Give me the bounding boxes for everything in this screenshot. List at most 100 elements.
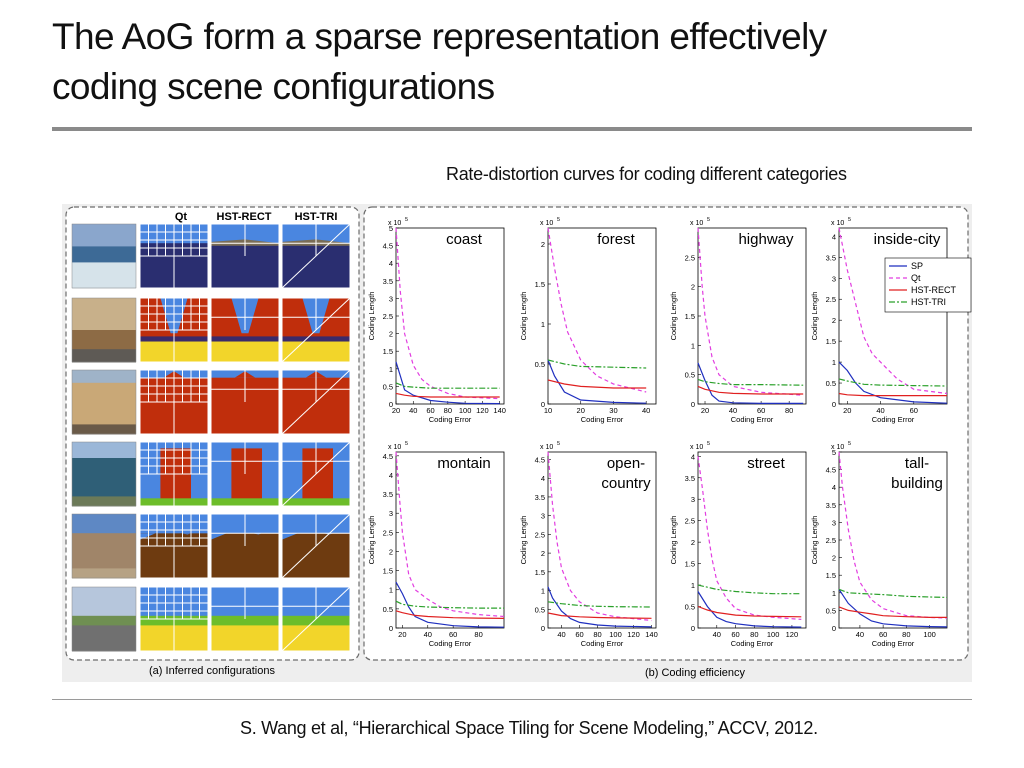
y-tick-label: 3.5 — [826, 501, 836, 510]
x-tick-label: 100 — [609, 630, 622, 639]
scene-photo-band — [72, 587, 136, 617]
y-tick-label: 1.5 — [383, 567, 393, 576]
scene-photo-band — [72, 224, 136, 247]
chart-title: montain — [437, 455, 490, 472]
x-tick-label: 40 — [424, 630, 432, 639]
x-axis-label: Coding Error — [731, 639, 774, 648]
chart-open-country: 0 0.5 1 1.5 2 2.5 3 3.5 4 4.5 40 60 80 100 120 140 x 10 5… — [519, 441, 658, 648]
x-tick-label: 80 — [474, 630, 482, 639]
x-axis-label: Coding Error — [429, 639, 472, 648]
y-tick-label: 0.5 — [535, 360, 545, 369]
scene-photo-band — [72, 514, 136, 534]
y-scale-label: x 10 — [388, 444, 401, 451]
y-scale-label: x 10 — [690, 220, 703, 227]
y-tick-label: 1 — [691, 581, 695, 590]
left-panel-caption: (a) Inferred configurations — [149, 665, 275, 677]
y-tick-label: 3.5 — [685, 474, 695, 483]
figure-caption: Rate-distortion curves for coding differ… — [446, 164, 847, 184]
y-axis-label: Coding Length — [519, 292, 528, 341]
series-line-hst-tri — [838, 588, 948, 598]
scene-photo-border — [71, 441, 137, 507]
x-tick-label: 40 — [876, 406, 884, 415]
y-tick-label: 1 — [389, 586, 393, 595]
config-row-coast — [71, 223, 351, 289]
segmentation-border — [210, 297, 280, 363]
column-header-qt: Qt — [175, 211, 188, 223]
y-tick-label: 2.5 — [826, 536, 836, 545]
y-scale-exponent: 5 — [848, 441, 851, 447]
series-line-qt — [395, 227, 500, 400]
series-line-sp — [395, 581, 505, 628]
segmentation-border — [281, 441, 351, 507]
y-tick-label: 2.5 — [685, 517, 695, 526]
y-tick-label: 2 — [832, 316, 836, 325]
series-line-sp — [395, 361, 500, 405]
chart-title: coast — [446, 231, 483, 248]
y-tick-label: 1 — [832, 589, 836, 598]
scene-photo-band — [72, 496, 136, 507]
y-tick-label: 0 — [691, 624, 695, 633]
y-tick-label: 1 — [541, 320, 545, 329]
x-tick-label: 60 — [449, 630, 457, 639]
y-scale-exponent: 5 — [405, 441, 408, 447]
x-tick-label: 60 — [910, 406, 918, 415]
x-tick-label: 20 — [577, 406, 585, 415]
x-tick-label: 30 — [609, 406, 617, 415]
series-line-sp — [547, 586, 652, 628]
slide-title: The AoG form a sparse representation eff… — [52, 12, 982, 112]
y-tick-label: 4 — [541, 474, 545, 483]
legend-label: HST-TRI — [911, 297, 946, 307]
segmentation-border — [139, 223, 209, 289]
scene-photo-band — [72, 424, 136, 435]
legend-label: HST-RECT — [911, 285, 957, 295]
x-tick-label: 80 — [750, 630, 758, 639]
series-line-qt — [838, 227, 948, 395]
x-axis-label: Coding Error — [429, 415, 472, 424]
scene-photo-band — [72, 298, 136, 331]
chart-legend: SP Qt HST-RECT HST-TRI — [884, 257, 972, 313]
y-tick-label: 0.5 — [826, 606, 836, 615]
plot-area — [547, 451, 657, 629]
x-tick-label: 60 — [757, 406, 765, 415]
x-tick-label: 80 — [785, 406, 793, 415]
y-tick-label: 0.5 — [826, 379, 836, 388]
y-tick-label: 1.5 — [826, 571, 836, 580]
chart-title: building — [891, 475, 943, 492]
y-scale-label: x 10 — [690, 444, 703, 451]
series-line-hst-tri — [697, 378, 804, 386]
segmentation-border — [210, 441, 280, 507]
y-tick-label: 0 — [389, 624, 393, 633]
chart-highway: 0 0.5 1 1.5 2 2.5 20 40 60 80 x 10 5 Coding Error Cod… — [669, 217, 807, 424]
y-axis-label: Coding Length — [669, 516, 678, 565]
y-tick-label: 3 — [832, 518, 836, 527]
segmentation-border — [281, 297, 351, 363]
y-tick-label: 2.5 — [685, 253, 695, 262]
segmentation-border — [139, 586, 209, 652]
y-tick-label: 0.5 — [685, 371, 695, 380]
x-axis-label: Coding Error — [872, 639, 915, 648]
segmentation-border — [281, 223, 351, 289]
plot-area — [697, 451, 807, 629]
segment-region — [211, 341, 279, 363]
series-line-hst-rect — [697, 385, 804, 395]
y-scale-label: x 10 — [831, 444, 844, 451]
y-scale-exponent: 5 — [707, 217, 710, 223]
x-tick-label: 40 — [642, 406, 650, 415]
chart-montain: 0 0.5 1 1.5 2 2.5 3 3.5 4 4.5 20 40 60 80 x 10 5 Coding … — [367, 441, 505, 648]
y-tick-label: 2 — [691, 283, 695, 292]
x-tick-label: 100 — [767, 630, 780, 639]
y-tick-label: 4 — [389, 471, 393, 480]
legend-label: SP — [911, 261, 923, 271]
x-tick-label: 120 — [627, 630, 640, 639]
y-scale-exponent: 5 — [707, 441, 710, 447]
y-axis-label: Coding Length — [810, 292, 819, 341]
y-tick-label: 1 — [832, 358, 836, 367]
x-tick-label: 20 — [398, 630, 406, 639]
chart-title: inside-city — [874, 231, 941, 248]
y-tick-label: 1.5 — [383, 347, 393, 356]
config-row-tall-building — [71, 441, 351, 507]
y-tick-label: 4.5 — [535, 455, 545, 464]
y-tick-label: 4.5 — [826, 466, 836, 475]
scene-photo-band — [72, 615, 136, 626]
y-tick-label: 0 — [541, 400, 545, 409]
